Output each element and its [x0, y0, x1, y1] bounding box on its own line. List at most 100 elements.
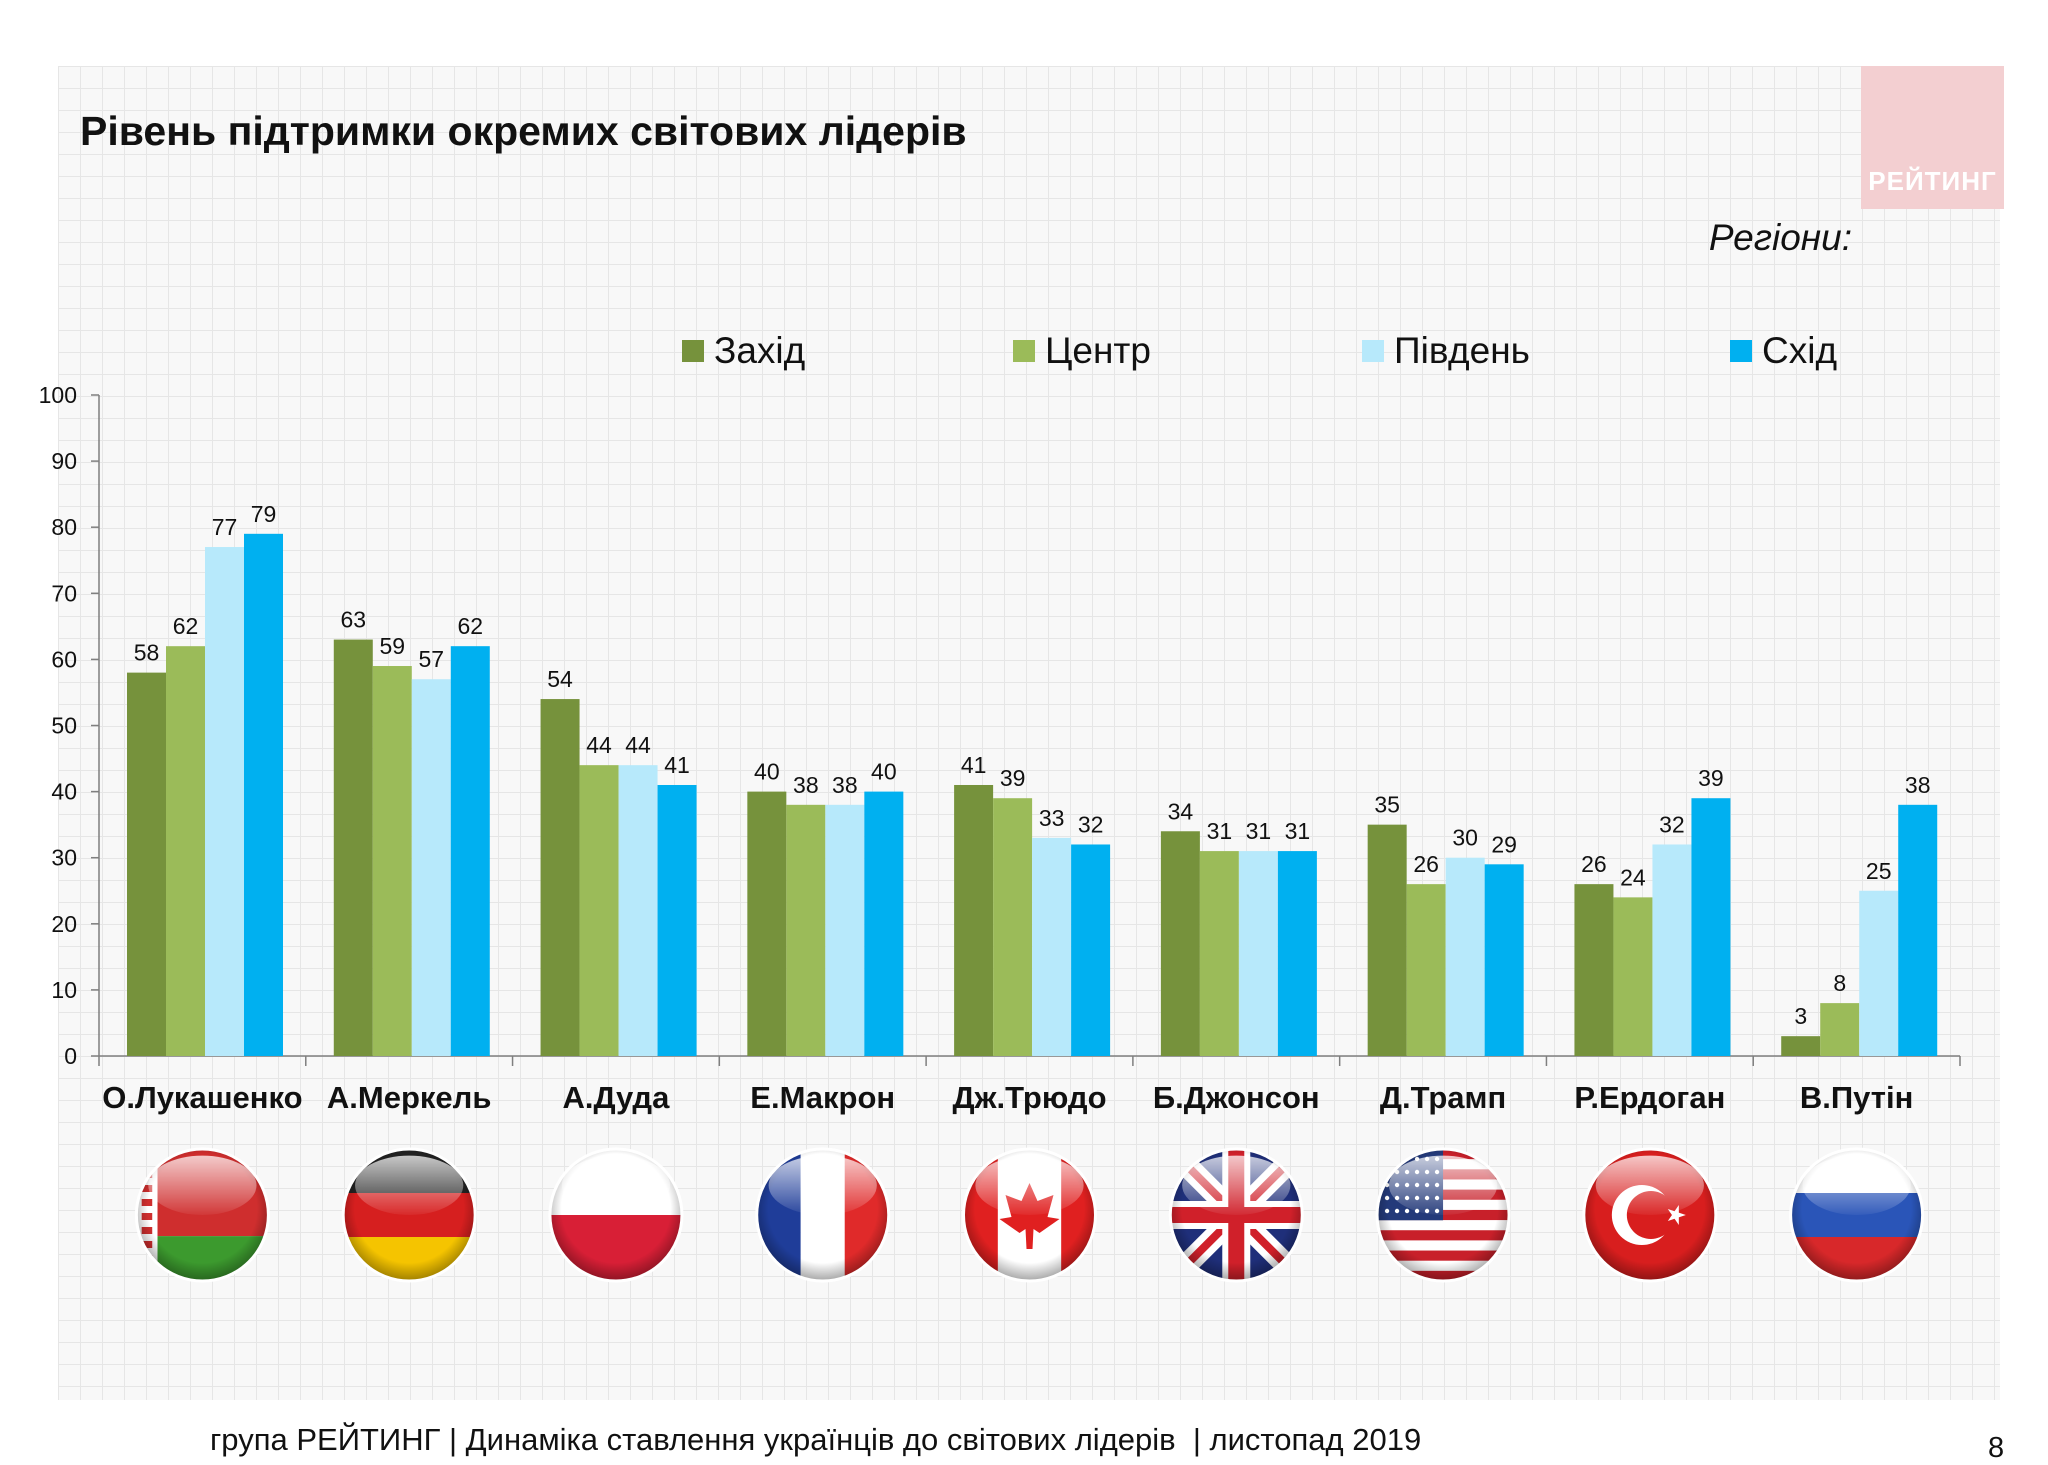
turkey-flag-icon: [1582, 1147, 1718, 1283]
data-label: 39: [1000, 765, 1026, 791]
category-label: Р.Ердоган: [1574, 1080, 1725, 1115]
data-label: 35: [1374, 792, 1400, 818]
data-label: 39: [1698, 765, 1724, 791]
data-label: 62: [173, 613, 199, 639]
bar: [1032, 837, 1072, 1056]
data-label: 31: [1246, 818, 1272, 844]
legend-label: Центр: [1045, 330, 1151, 371]
data-label: 79: [251, 501, 277, 527]
uk-flag-icon: [1168, 1147, 1304, 1283]
bar: [205, 547, 244, 1056]
data-label: 33: [1039, 805, 1065, 831]
rating-logo: РЕЙТИНГ: [1861, 66, 2004, 209]
data-label: 32: [1659, 811, 1685, 837]
bar: [1781, 1036, 1821, 1056]
data-label: 44: [625, 732, 651, 758]
data-label: 40: [871, 759, 897, 785]
page-number: 8: [1988, 1432, 2005, 1464]
bar: [618, 765, 658, 1056]
belarus-flag-icon: [134, 1147, 270, 1283]
category-label: Е.Макрон: [750, 1080, 895, 1115]
category-label: О.Лукашенко: [102, 1080, 302, 1115]
bar: [786, 804, 826, 1056]
bar: [333, 639, 373, 1056]
bar: [1652, 844, 1692, 1056]
y-tick-label: 50: [51, 713, 77, 739]
data-label: 57: [418, 646, 444, 672]
bar: [1613, 897, 1653, 1056]
y-tick-label: 40: [51, 779, 77, 805]
bar: [372, 666, 412, 1056]
logo-text: РЕЙТИНГ: [1868, 166, 1997, 196]
bar: [540, 699, 580, 1056]
data-label: 30: [1452, 825, 1478, 851]
category-label: А.Дуда: [563, 1080, 671, 1115]
bar: [1859, 890, 1899, 1056]
data-label: 38: [793, 772, 819, 798]
legend-swatch: [1730, 340, 1752, 362]
data-label: 77: [212, 514, 238, 540]
y-tick-label: 30: [51, 845, 77, 871]
data-label: 58: [134, 640, 160, 666]
page-title: Рівень підтримки окремих світових лідері…: [80, 108, 967, 154]
france-flag-icon: [755, 1147, 891, 1283]
y-tick-label: 90: [51, 448, 77, 474]
data-label: 34: [1168, 798, 1194, 824]
y-tick-label: 70: [51, 580, 77, 606]
legend-label: Схід: [1762, 330, 1837, 371]
y-tick-label: 100: [39, 382, 77, 408]
data-label: 32: [1078, 811, 1104, 837]
y-tick-label: 80: [51, 514, 77, 540]
data-label: 25: [1866, 858, 1892, 884]
usa-flag-icon: [1375, 1147, 1511, 1283]
poland-flag-icon: [548, 1147, 684, 1283]
category-label: В.Путін: [1800, 1080, 1913, 1115]
bar: [1445, 857, 1485, 1056]
bar: [166, 646, 205, 1056]
russia-flag-icon: [1789, 1147, 1925, 1283]
y-tick-label: 0: [64, 1043, 77, 1069]
bar: [127, 672, 166, 1056]
data-label: 8: [1833, 970, 1846, 996]
bar: [1406, 884, 1446, 1056]
bar: [1574, 884, 1614, 1056]
y-tick-label: 10: [51, 977, 77, 1003]
bar: [954, 784, 994, 1056]
germany-flag-icon: [341, 1147, 477, 1283]
bar: [1277, 851, 1317, 1056]
data-label: 59: [379, 633, 405, 659]
bar: [1898, 804, 1938, 1056]
bar: [1199, 851, 1239, 1056]
regions-subtitle: Регіони:: [1708, 217, 1852, 258]
bar: [657, 784, 697, 1056]
bar: [1071, 844, 1111, 1056]
bar: [1238, 851, 1278, 1056]
data-label: 24: [1620, 864, 1646, 890]
data-label: 38: [1905, 772, 1931, 798]
data-label: 26: [1581, 851, 1607, 877]
data-label: 38: [832, 772, 858, 798]
legend-swatch: [1362, 340, 1384, 362]
legend-label: Захід: [714, 330, 805, 371]
data-label: 54: [547, 666, 573, 692]
bar: [1691, 798, 1731, 1056]
data-label: 40: [754, 759, 780, 785]
bar: [993, 798, 1033, 1056]
bar: [1160, 831, 1200, 1056]
legend-swatch: [1013, 340, 1035, 362]
data-label: 62: [457, 613, 483, 639]
bar: [1367, 824, 1407, 1056]
data-label: 44: [586, 732, 612, 758]
legend-label: Південь: [1394, 330, 1530, 371]
bar: [244, 533, 283, 1056]
bar: [825, 804, 865, 1056]
bar: [864, 791, 904, 1056]
data-label: 63: [340, 607, 366, 633]
y-tick-label: 20: [51, 911, 77, 937]
bar: [411, 679, 451, 1056]
bar: [747, 791, 787, 1056]
data-label: 29: [1491, 831, 1517, 857]
category-label: Дж.Трюдо: [952, 1080, 1106, 1115]
data-label: 26: [1413, 851, 1439, 877]
